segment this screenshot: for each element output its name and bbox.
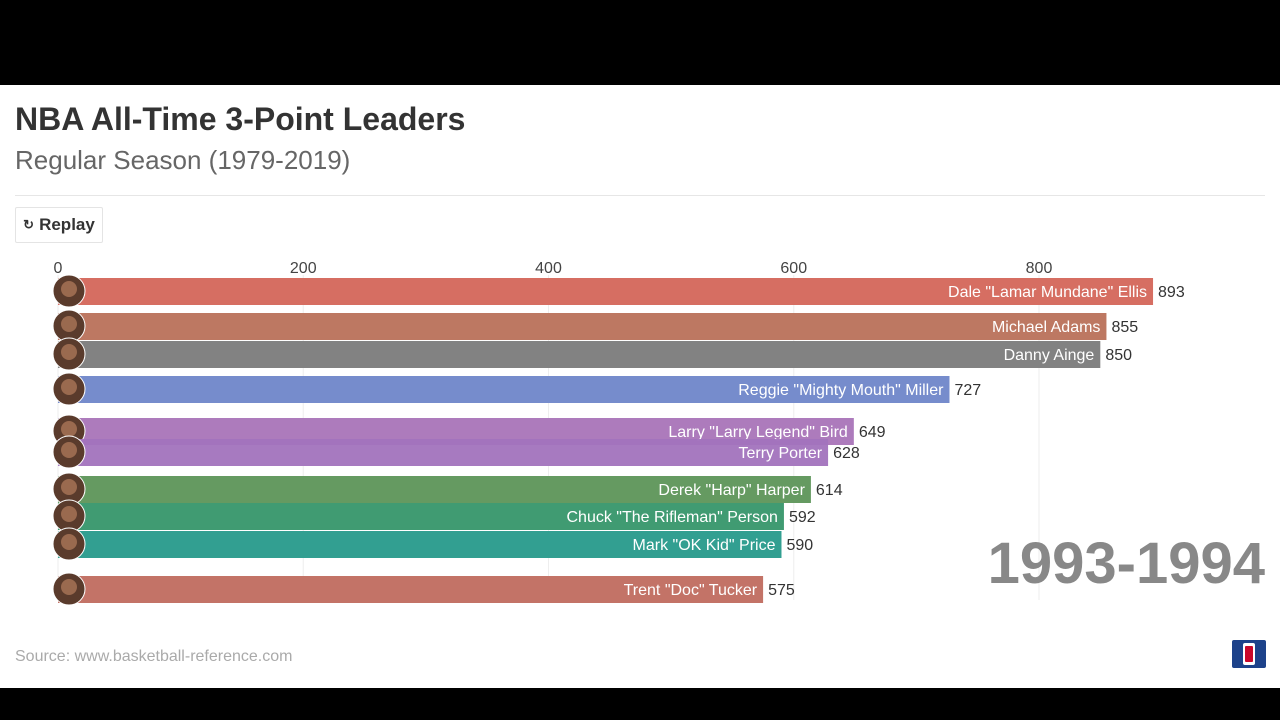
x-tick-label: 0 [54,260,63,277]
bar-value: 590 [786,537,813,554]
replay-icon: ↻ [23,217,35,232]
nba-logo [1232,640,1266,668]
chart-card: NBA All-Time 3-Point Leaders Regular Sea… [0,85,1280,688]
bar-value: 893 [1158,284,1185,301]
player-face [61,421,77,437]
bar-value: 592 [789,509,816,526]
bar [58,341,1101,368]
bar-value: 727 [954,382,981,399]
page-title: NBA All-Time 3-Point Leaders [15,101,466,137]
bar [58,313,1107,340]
player-face [61,344,77,360]
x-tick-label: 800 [1026,260,1053,277]
bar [58,531,782,558]
player-face [61,579,77,595]
player-face [61,534,77,550]
bar-label: Terry Porter [739,445,823,462]
bar-label: Derek "Harp" Harper [658,482,805,499]
bar [58,376,950,403]
bar-group: Danny Ainge 850 [52,337,1132,371]
bar-group: Terry Porter 628 [52,435,860,469]
bar [58,476,811,503]
page-subtitle: Regular Season (1979-2019) [15,145,351,175]
x-tick-label: 600 [780,260,807,277]
x-tick-label: 200 [290,260,317,277]
bar-label: Danny Ainge [1004,347,1095,364]
bar-group: Dale "Lamar Mundane" Ellis 893 [52,274,1185,308]
bar-value: 614 [816,482,843,499]
bar-group: Trent "Doc" Tucker 575 [52,572,795,606]
bar-label: Chuck "The Rifleman" Person [566,509,777,526]
bar-value: 855 [1111,319,1138,336]
replay-button[interactable]: ↻ Replay [15,207,103,243]
bar [58,278,1154,305]
bar-label: Larry "Larry Legend" Bird [668,424,847,441]
bar-label: Trent "Doc" Tucker [624,582,758,599]
replay-label: Replay [39,215,95,234]
bar [58,439,829,466]
source-text: Source: www.basketball-reference.com [15,648,293,665]
bar-group: Derek "Harp" Harper 614 [52,472,843,506]
bar [58,576,764,603]
player-face [61,281,77,297]
player-face [61,506,77,522]
bar-value: 628 [833,445,860,462]
divider [15,195,1265,196]
player-face [61,442,77,458]
bar-chart-race: 0 200 400 600 800 Dale "Lamar Mundane" Ellis 8… [52,260,1185,606]
bar-value: 649 [859,424,886,441]
player-face [61,379,77,395]
bar-value: 850 [1105,347,1132,364]
bar [58,503,784,530]
bar-label: Mark "OK Kid" Price [633,537,776,554]
bar-label: Michael Adams [992,319,1101,336]
bar-group: Michael Adams 855 [52,309,1138,343]
x-tick-label: 400 [535,260,562,277]
bar-label: Reggie "Mighty Mouth" Miller [738,382,944,399]
bar-value: 575 [768,582,795,599]
bar-group: Chuck "The Rifleman" Person 592 [52,499,816,533]
period-label: 1993-1994 [987,531,1265,596]
player-face [61,316,77,332]
bar-group: Reggie "Mighty Mouth" Miller 727 [52,372,981,406]
player-face [61,479,77,495]
bar-group: Mark "OK Kid" Price 590 [52,527,813,561]
bar-label: Dale "Lamar Mundane" Ellis [948,284,1147,301]
